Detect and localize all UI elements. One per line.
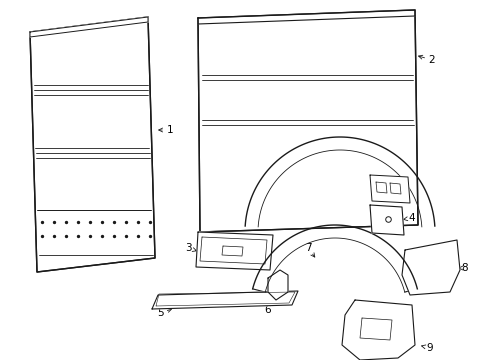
Text: 4: 4 — [408, 213, 414, 223]
Polygon shape — [267, 270, 287, 300]
Polygon shape — [401, 240, 459, 295]
Text: 7: 7 — [304, 243, 311, 253]
Polygon shape — [341, 300, 414, 360]
Polygon shape — [30, 17, 155, 272]
Text: 3: 3 — [184, 243, 191, 253]
Text: 1: 1 — [166, 125, 173, 135]
Polygon shape — [198, 10, 417, 232]
Polygon shape — [369, 205, 403, 235]
Text: 8: 8 — [461, 263, 468, 273]
Polygon shape — [196, 232, 272, 270]
Text: 2: 2 — [428, 55, 434, 65]
Polygon shape — [152, 291, 297, 309]
Text: 9: 9 — [426, 343, 432, 353]
Polygon shape — [30, 17, 148, 37]
Polygon shape — [198, 10, 414, 24]
Text: 6: 6 — [264, 305, 271, 315]
Polygon shape — [369, 175, 409, 203]
Text: 5: 5 — [156, 308, 163, 318]
